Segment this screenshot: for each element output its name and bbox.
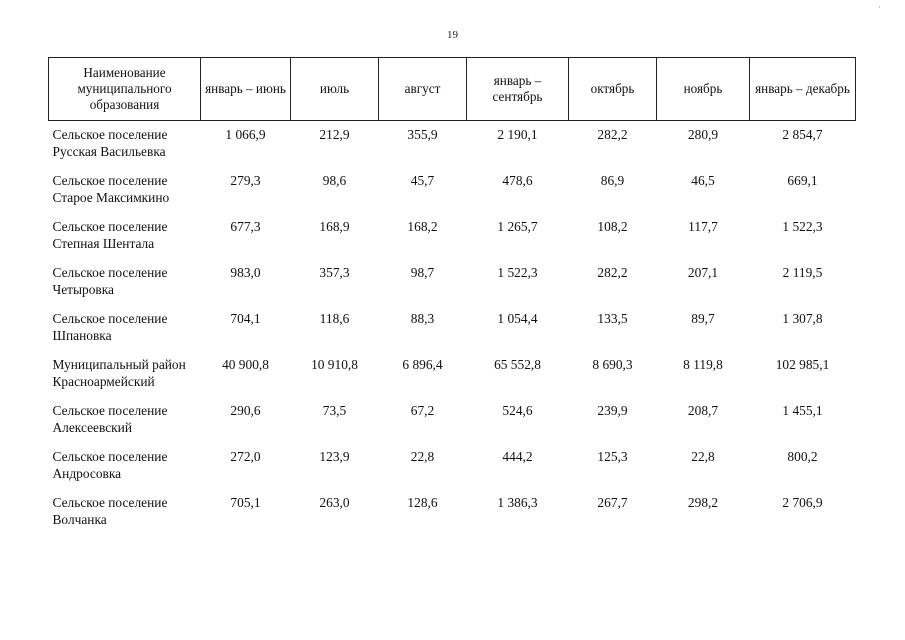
value-cell: 98,6 bbox=[322, 173, 347, 188]
value-cell: 1 265,7 bbox=[497, 219, 538, 234]
header-cell: октябрь bbox=[568, 57, 657, 121]
value-cell: 677,3 bbox=[230, 219, 261, 234]
value-cell: 168,9 bbox=[319, 219, 350, 234]
value-cell: 704,1 bbox=[230, 311, 261, 326]
value-cell: 128,6 bbox=[407, 495, 438, 510]
table-row: Сельское поселение Старое Максимкино 279,… bbox=[49, 164, 856, 210]
municipality-name-cell: Сельское поселение Русская Васильевка bbox=[52, 127, 168, 159]
table-row: Сельское поселение Русская Васильевка 1 0… bbox=[49, 121, 856, 165]
value-cell: 524,6 bbox=[502, 403, 533, 418]
value-cell: 2 190,1 bbox=[497, 127, 538, 142]
value-cell: 705,1 bbox=[230, 495, 261, 510]
value-cell: 355,9 bbox=[407, 127, 438, 142]
value-cell: 86,9 bbox=[600, 173, 625, 188]
value-cell: 1 054,4 bbox=[497, 311, 538, 326]
header-cell: август bbox=[378, 57, 467, 121]
header-cell: июль bbox=[290, 57, 379, 121]
value-cell: 22,8 bbox=[410, 449, 435, 464]
value-cell: 118,6 bbox=[319, 311, 350, 326]
value-cell: 125,3 bbox=[597, 449, 628, 464]
header-cell: январь – июнь bbox=[200, 57, 291, 121]
value-cell: 2 854,7 bbox=[782, 127, 823, 142]
value-cell: 117,7 bbox=[688, 219, 718, 234]
value-cell: 983,0 bbox=[230, 265, 261, 280]
header-cell: январь – декабрь bbox=[749, 57, 856, 121]
value-cell: 168,2 bbox=[407, 219, 438, 234]
value-cell: 40 900,8 bbox=[222, 357, 269, 372]
page-number: 19 bbox=[447, 29, 458, 41]
value-cell: 73,5 bbox=[322, 403, 347, 418]
value-cell: 282,2 bbox=[597, 127, 628, 142]
value-cell: 478,6 bbox=[502, 173, 533, 188]
header-row: Наименование муниципального образования … bbox=[48, 57, 856, 121]
value-cell: 267,7 bbox=[597, 495, 628, 510]
municipality-name-cell: Сельское поселение Волчанка bbox=[52, 495, 168, 527]
municipality-name-cell: Сельское поселение Четыровка bbox=[52, 265, 168, 297]
value-cell: 88,3 bbox=[410, 311, 435, 326]
data-table: Наименование муниципального образования … bbox=[48, 57, 856, 532]
municipality-name-cell: Сельское поселение Алексеевский bbox=[52, 403, 168, 435]
value-cell: 8 690,3 bbox=[592, 357, 633, 372]
value-cell: 89,7 bbox=[691, 311, 715, 326]
value-cell: 272,0 bbox=[230, 449, 261, 464]
value-cell: 1 455,1 bbox=[782, 403, 823, 418]
value-cell: 1 522,3 bbox=[782, 219, 823, 234]
value-cell: 444,2 bbox=[502, 449, 533, 464]
value-cell: 1 386,3 bbox=[497, 495, 538, 510]
value-cell: 279,3 bbox=[230, 173, 261, 188]
table-row: Сельское поселение Алексеевский 290,6 73,5… bbox=[49, 394, 856, 440]
header-cell: ноябрь bbox=[656, 57, 750, 121]
value-cell: 45,7 bbox=[410, 173, 435, 188]
value-cell: 102 985,1 bbox=[775, 357, 830, 372]
value-cell: 800,2 bbox=[787, 449, 818, 464]
scan-mark: · bbox=[878, 2, 881, 12]
table-row: Сельское поселение Степная Шентала 677,3 1… bbox=[49, 210, 856, 256]
value-cell: 669,1 bbox=[787, 173, 818, 188]
value-cell: 67,2 bbox=[410, 403, 435, 418]
value-cell: 6 896,4 bbox=[402, 357, 443, 372]
value-cell: 22,8 bbox=[691, 449, 715, 464]
table-row: Сельское поселение Четыровка 983,0 357,3 98… bbox=[49, 256, 856, 302]
value-cell: 212,9 bbox=[319, 127, 350, 142]
municipality-name-cell: Сельское поселение Шпановка bbox=[52, 311, 168, 343]
value-cell: 280,9 bbox=[687, 127, 719, 142]
municipality-name-cell: Сельское поселение Андросовка bbox=[52, 449, 168, 481]
municipality-name-cell: Сельское поселение Степная Шентала bbox=[52, 219, 168, 251]
value-cell: 298,2 bbox=[687, 495, 719, 510]
value-cell: 208,7 bbox=[687, 403, 719, 418]
value-cell: 65 552,8 bbox=[494, 357, 541, 372]
value-cell: 282,2 bbox=[597, 265, 628, 280]
value-cell: 263,0 bbox=[319, 495, 350, 510]
value-cell: 8 119,8 bbox=[683, 357, 723, 372]
value-cell: 10 910,8 bbox=[311, 357, 358, 372]
table-row: Сельское поселение Андросовка 272,0 123,9 2… bbox=[49, 440, 856, 486]
value-cell: 46,5 bbox=[691, 173, 715, 188]
table-body: Сельское поселение Русская Васильевка 1 0… bbox=[49, 121, 856, 533]
municipality-name-cell: Муниципальный район Красноармейский bbox=[52, 357, 186, 389]
value-cell: 2 119,5 bbox=[782, 265, 823, 280]
value-cell: 123,9 bbox=[319, 449, 350, 464]
municipality-name-cell: Сельское поселение Старое Максимкино bbox=[52, 173, 170, 205]
value-cell: 108,2 bbox=[597, 219, 628, 234]
header-cell: январь – сентябрь bbox=[466, 57, 569, 121]
table-row: Сельское поселение Волчанка 705,1 263,0 128… bbox=[49, 486, 856, 532]
header-cell: Наименование муниципального образования bbox=[48, 57, 201, 121]
value-cell: 290,6 bbox=[230, 403, 261, 418]
value-cell: 2 706,9 bbox=[782, 495, 823, 510]
value-cell: 1 307,8 bbox=[782, 311, 823, 326]
value-cell: 1 066,9 bbox=[225, 127, 266, 142]
value-cell: 239,9 bbox=[597, 403, 628, 418]
table-row: Муниципальный район Красноармейский 40 90… bbox=[49, 348, 856, 394]
table-row: Сельское поселение Шпановка 704,1 118,6 88,… bbox=[49, 302, 856, 348]
value-cell: 357,3 bbox=[319, 265, 350, 280]
value-cell: 98,7 bbox=[410, 265, 435, 280]
value-cell: 1 522,3 bbox=[497, 265, 538, 280]
value-cell: 207,1 bbox=[687, 265, 719, 280]
value-cell: 133,5 bbox=[597, 311, 628, 326]
